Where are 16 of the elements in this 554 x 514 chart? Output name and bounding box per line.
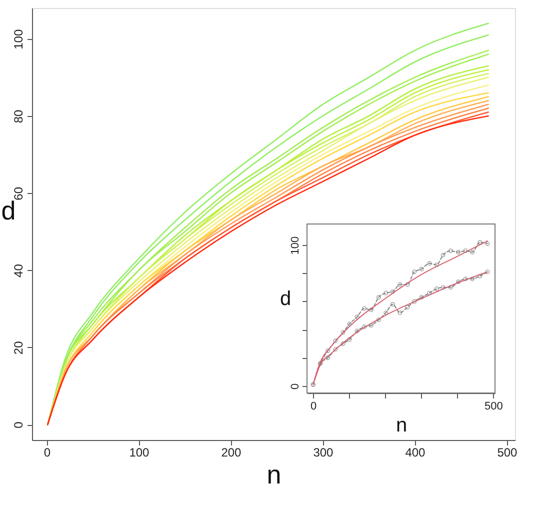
x-tick-label: 500: [497, 446, 518, 460]
x-tick-label: 400: [405, 446, 426, 460]
x-tick-label: 300: [313, 446, 334, 460]
x-tick-label: 500: [484, 400, 503, 412]
y-tick-label: 0: [12, 421, 26, 428]
y-tick-label: 80: [12, 110, 26, 124]
y-tick-label: 40: [12, 264, 26, 278]
y-tick-label: 60: [12, 186, 26, 200]
y-axis-title: d: [280, 288, 292, 310]
x-axis-title: n: [266, 460, 282, 490]
x-tick-label: 200: [221, 446, 242, 460]
y-tick-label: 100: [12, 29, 26, 50]
x-tick-label: 100: [129, 446, 150, 460]
y-tick-label: 20: [12, 340, 26, 355]
x-tick-label: 0: [44, 446, 51, 460]
x-axis-title: n: [396, 414, 408, 436]
